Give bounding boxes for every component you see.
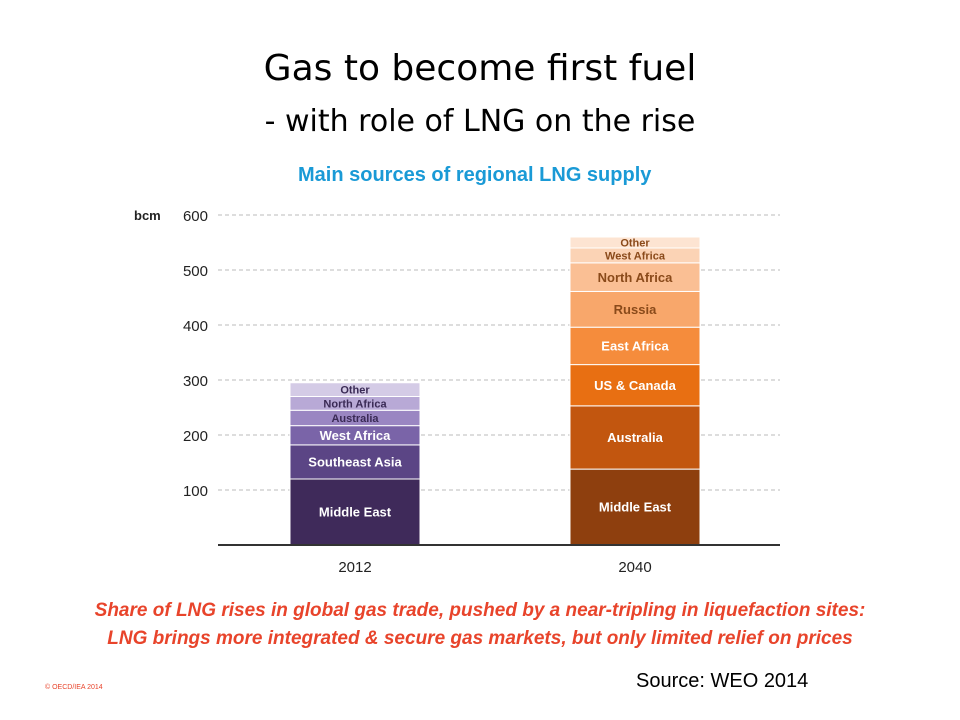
y-tick-label: 400 <box>183 318 208 335</box>
bar-segment <box>569 468 701 546</box>
x-tick-label: 2012 <box>338 559 371 576</box>
copyright-text: © OECD/IEA 2014 <box>45 684 103 691</box>
bar-segment-label: US & Canada <box>594 378 676 393</box>
bar-segment <box>569 326 701 366</box>
bar-segment <box>289 478 421 546</box>
caption-line-1: Share of LNG rises in global gas trade, … <box>94 600 866 621</box>
bar-segment-label: East Africa <box>601 339 669 354</box>
bar-segment-label: North Africa <box>598 270 673 285</box>
bar-segment-label: Russia <box>614 302 657 317</box>
y-tick-label: 600 <box>183 208 208 225</box>
bar-segment-label: West Africa <box>320 428 392 443</box>
bar-segment-label: Australia <box>331 413 379 425</box>
bar-segment-label: Other <box>620 237 650 249</box>
x-tick-label: 2040 <box>618 559 651 576</box>
caption-line-2: LNG brings more integrated & secure gas … <box>107 628 853 649</box>
bar-segment <box>289 444 421 480</box>
y-tick-label: 200 <box>183 428 208 445</box>
y-tick-label: 100 <box>183 483 208 500</box>
y-axis-unit: bcm <box>134 208 161 223</box>
bar-segment-label: Middle East <box>319 505 392 520</box>
bar-segment-label: Other <box>340 385 370 397</box>
bar-segment <box>569 262 701 292</box>
bar-segment <box>569 364 701 407</box>
bar-segment <box>569 405 701 470</box>
bar-segment-label: West Africa <box>605 250 666 262</box>
chart-title: Main sources of regional LNG supply <box>298 164 652 186</box>
bar-segment-label: Middle East <box>599 500 672 515</box>
slide-subtitle: - with role of LNG on the rise <box>264 104 696 139</box>
bar-segment-label: North Africa <box>323 398 387 410</box>
y-tick-label: 300 <box>183 373 208 390</box>
slide-title: Gas to become first fuel <box>263 48 697 89</box>
y-tick-label: 500 <box>183 263 208 280</box>
bar-segment-label: Australia <box>607 430 663 445</box>
bar-segment <box>289 382 421 397</box>
source-text: Source: WEO 2014 <box>636 670 809 692</box>
bar-segment <box>569 236 701 249</box>
bar-segment-label: Southeast Asia <box>308 455 402 470</box>
